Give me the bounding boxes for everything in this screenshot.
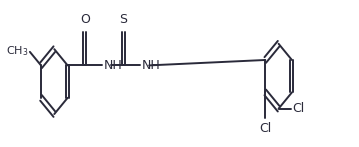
Text: Cl: Cl xyxy=(292,102,304,115)
Text: S: S xyxy=(119,13,127,26)
Text: O: O xyxy=(80,13,90,26)
Text: CH$_3$: CH$_3$ xyxy=(6,44,28,58)
Text: Cl: Cl xyxy=(259,122,271,135)
Text: NH: NH xyxy=(142,59,161,72)
Text: NH: NH xyxy=(103,59,122,72)
